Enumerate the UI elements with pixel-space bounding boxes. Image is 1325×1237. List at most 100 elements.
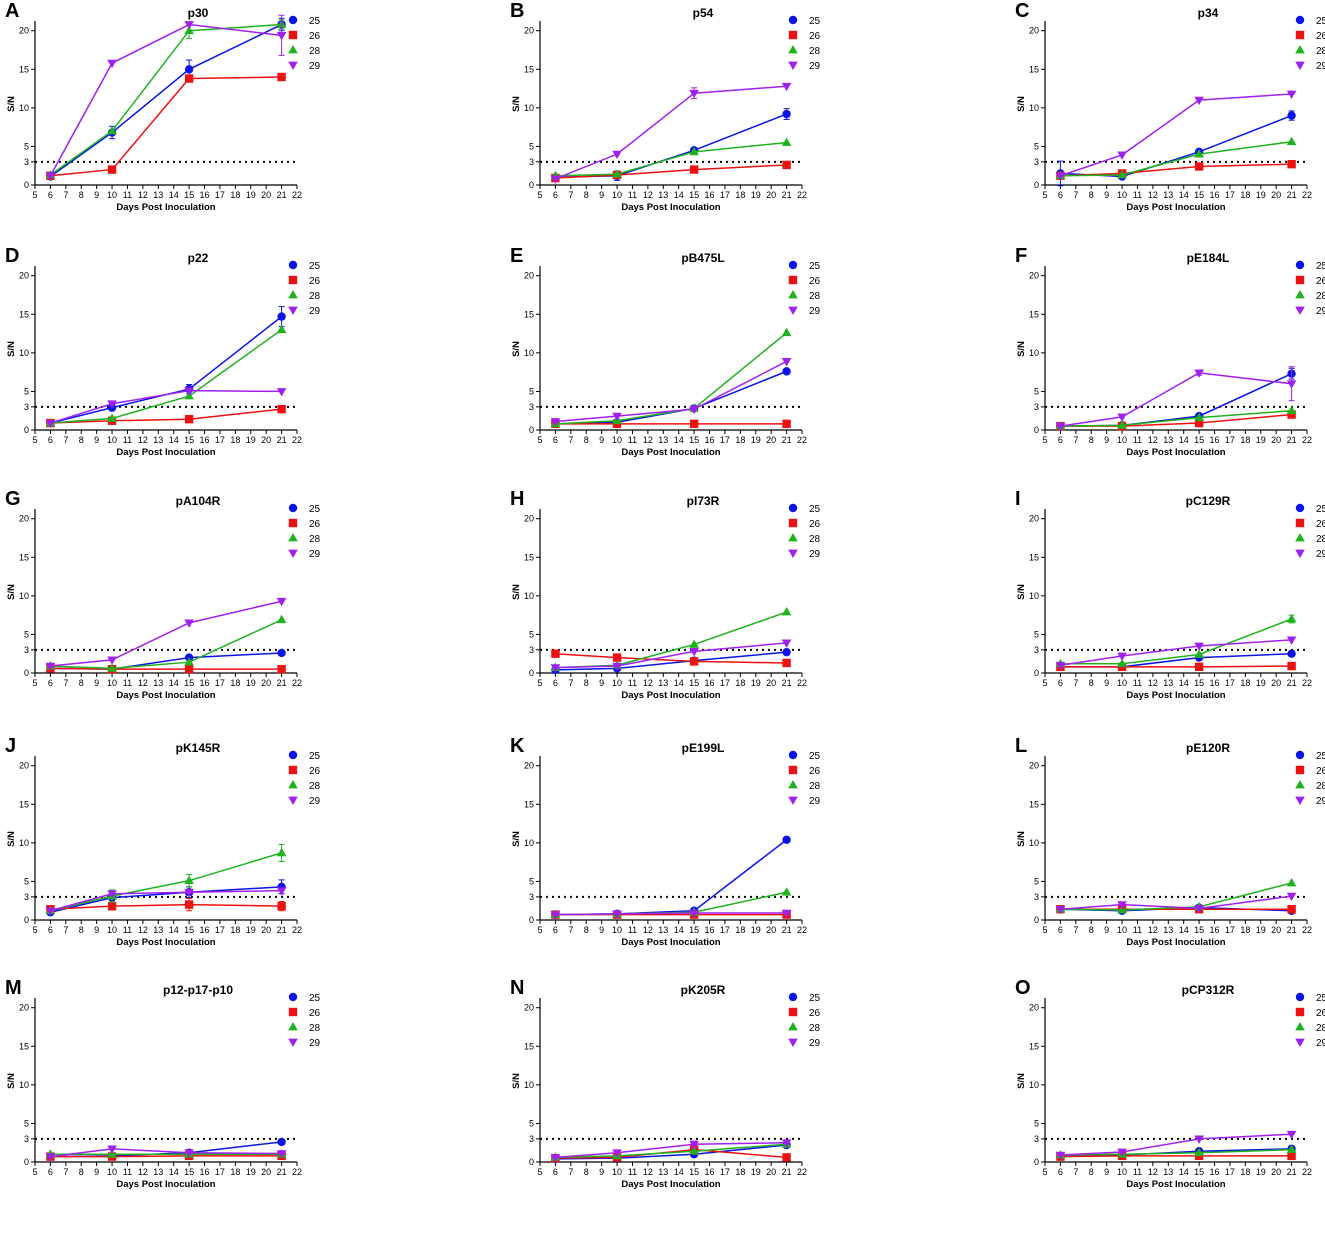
data-point-29 — [612, 412, 622, 422]
legend-label-26: 26 — [1316, 766, 1325, 777]
x-tick-label: 12 — [138, 190, 148, 200]
legend-marker-26 — [788, 1007, 798, 1017]
x-tick-label: 18 — [735, 190, 745, 200]
legend-label-29: 29 — [1316, 1038, 1325, 1049]
x-tick-label: 15 — [1194, 678, 1204, 688]
legend-label-25: 25 — [309, 751, 321, 762]
x-tick-label: 7 — [568, 925, 573, 935]
data-point-26 — [689, 657, 699, 666]
x-axis-label: Days Post Inoculation — [116, 447, 215, 458]
data-point-28 — [1286, 405, 1297, 415]
x-tick-label: 10 — [107, 190, 117, 200]
legend-marker-26 — [288, 765, 298, 775]
legend-marker-28 — [1295, 533, 1305, 542]
data-point-28 — [689, 639, 699, 648]
legend-label-25: 25 — [309, 16, 321, 27]
data-point-29 — [612, 1149, 622, 1158]
x-tick-label: 6 — [553, 1167, 558, 1177]
x-tick-label: 10 — [107, 678, 117, 688]
x-tick-label: 13 — [658, 1167, 668, 1177]
y-tick-label: 10 — [19, 838, 29, 848]
y-axis-label: S/N — [6, 831, 17, 847]
x-tick-label: 6 — [48, 1167, 53, 1177]
y-tick-label: 5 — [24, 141, 29, 151]
series-line-28 — [1060, 409, 1292, 427]
x-tick-label: 6 — [553, 925, 558, 935]
legend-marker-29 — [1295, 549, 1305, 558]
legend-marker-28 — [788, 780, 798, 789]
data-point-25 — [184, 65, 194, 74]
x-tick-label: 21 — [1287, 925, 1297, 935]
y-tick-label: 10 — [19, 1080, 29, 1090]
y-axis-label: S/N — [511, 831, 522, 847]
legend-label-28: 28 — [309, 46, 321, 57]
x-tick-label: 16 — [200, 678, 210, 688]
x-tick-label: 20 — [766, 1167, 776, 1177]
legend-label-25: 25 — [1316, 16, 1325, 27]
x-tick-label: 22 — [292, 435, 302, 445]
series-29 — [550, 357, 792, 427]
x-tick-label: 17 — [720, 925, 730, 935]
legend-marker-29 — [288, 549, 298, 558]
legend-marker-26 — [288, 518, 298, 528]
legend-marker-28 — [1295, 45, 1305, 54]
series-line-25 — [555, 370, 787, 425]
legend-marker-28 — [788, 45, 798, 54]
legend-marker-29 — [288, 306, 298, 315]
x-tick-label: 15 — [689, 190, 699, 200]
x-axis-label: Days Post Inoculation — [1126, 690, 1225, 701]
x-tick-label: 19 — [1256, 925, 1266, 935]
x-tick-label: 9 — [599, 925, 604, 935]
x-tick-label: 13 — [153, 678, 163, 688]
data-point-26 — [782, 658, 791, 668]
legend-label-26: 26 — [809, 1008, 821, 1019]
legend-label-29: 29 — [309, 796, 321, 807]
panel-letter: D — [5, 245, 19, 267]
series-26 — [46, 664, 286, 674]
data-point-29 — [689, 648, 699, 657]
x-tick-label: 19 — [1256, 1167, 1266, 1177]
data-point-28 — [184, 657, 194, 666]
x-tick-label: 12 — [138, 435, 148, 445]
chart-title: pE120R — [1186, 741, 1230, 755]
series-29 — [1055, 90, 1297, 181]
data-point-28 — [1194, 649, 1204, 658]
series-line-25 — [50, 886, 282, 914]
data-point-28 — [107, 663, 117, 672]
legend-marker-26 — [1295, 30, 1305, 40]
x-tick-label: 6 — [1058, 678, 1063, 688]
legend-marker-26 — [788, 765, 798, 775]
x-tick-label: 17 — [720, 1167, 730, 1177]
x-tick-label: 5 — [32, 925, 37, 935]
x-tick-label: 5 — [537, 925, 542, 935]
x-tick-label: 13 — [1163, 925, 1173, 935]
series-line-28 — [555, 141, 787, 177]
x-tick-label: 17 — [215, 925, 225, 935]
x-tick-label: 11 — [123, 435, 132, 445]
legend-marker-28 — [788, 290, 798, 299]
x-tick-label: 8 — [584, 925, 589, 935]
series-line-26 — [555, 164, 787, 179]
series-25 — [46, 17, 286, 181]
x-tick-label: 9 — [599, 190, 604, 200]
x-tick-label: 14 — [1179, 925, 1189, 935]
y-tick-label: 15 — [19, 1041, 29, 1051]
x-tick-label: 10 — [1117, 435, 1127, 445]
data-point-26 — [612, 653, 622, 662]
data-point-26 — [782, 160, 791, 170]
chart-title: pB475L — [681, 251, 724, 265]
y-tick-label: 0 — [529, 1157, 534, 1167]
series-28 — [45, 843, 287, 915]
legend-marker-26 — [788, 518, 798, 528]
legend-label-28: 28 — [809, 534, 821, 545]
data-point-26 — [782, 419, 791, 429]
panel-letter: C — [1015, 0, 1029, 22]
legend-label-28: 28 — [1316, 1023, 1325, 1034]
data-point-29 — [1286, 892, 1297, 902]
data-point-26 — [551, 649, 560, 658]
y-tick-label: 15 — [524, 552, 534, 562]
data-point-29 — [45, 907, 56, 916]
x-tick-label: 7 — [1073, 1167, 1078, 1177]
